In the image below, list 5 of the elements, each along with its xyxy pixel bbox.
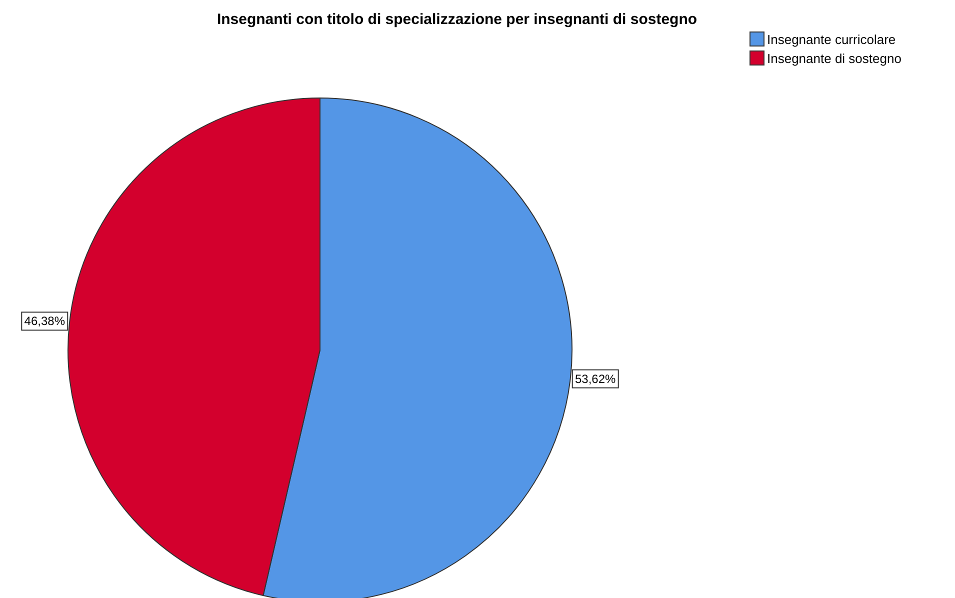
chart-title: Insegnanti con titolo di specializzazione per insegnanti di sostegno <box>216 11 698 28</box>
data-label: 46,38% <box>24 314 66 328</box>
legend-label: Insegnante di sostegno <box>767 51 902 66</box>
legend-label: Insegnante curricolare <box>767 32 896 47</box>
data-label: 53,62% <box>575 372 616 386</box>
